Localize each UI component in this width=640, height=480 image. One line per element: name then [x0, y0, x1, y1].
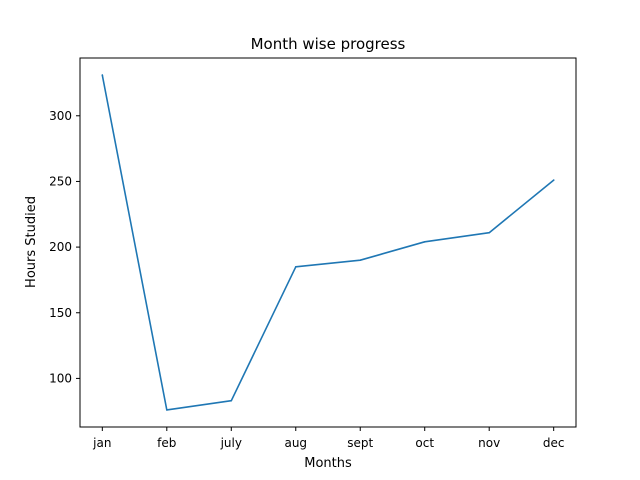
data-point-feb	[166, 409, 168, 411]
x-tick-label: feb	[157, 436, 176, 450]
y-tick-label: 100	[49, 371, 72, 385]
x-axis: jan feb july aug sept oct nov dec	[92, 427, 564, 450]
y-tick-label: 250	[49, 174, 72, 188]
y-tick-label: 150	[49, 306, 72, 320]
x-tick-label: nov	[478, 436, 500, 450]
x-tick-label: aug	[284, 436, 307, 450]
x-tick-label: jan	[92, 436, 111, 450]
data-point-dec	[552, 179, 555, 181]
data-point-sept	[359, 259, 362, 262]
x-tick-label: oct	[415, 436, 434, 450]
x-tick-label: sept	[347, 436, 373, 450]
y-axis: 100 150 200 250 300	[49, 109, 80, 385]
data-point-oct	[423, 241, 426, 243]
y-tick-label: 300	[49, 109, 72, 123]
data-point-aug	[294, 265, 297, 268]
chart-title: Month wise progress	[251, 35, 406, 53]
x-tick-label: dec	[543, 436, 565, 450]
data-point-july	[230, 399, 233, 402]
y-tick-label: 200	[49, 240, 72, 254]
x-tick-label: july	[220, 436, 242, 450]
series-line	[101, 74, 555, 411]
plot-frame	[79, 57, 577, 428]
data-point-jan	[101, 74, 104, 76]
y-axis-label: Hours Studied	[24, 196, 39, 288]
series-group	[101, 74, 555, 411]
x-axis-label: Months	[304, 456, 352, 471]
data-point-nov	[488, 231, 491, 234]
